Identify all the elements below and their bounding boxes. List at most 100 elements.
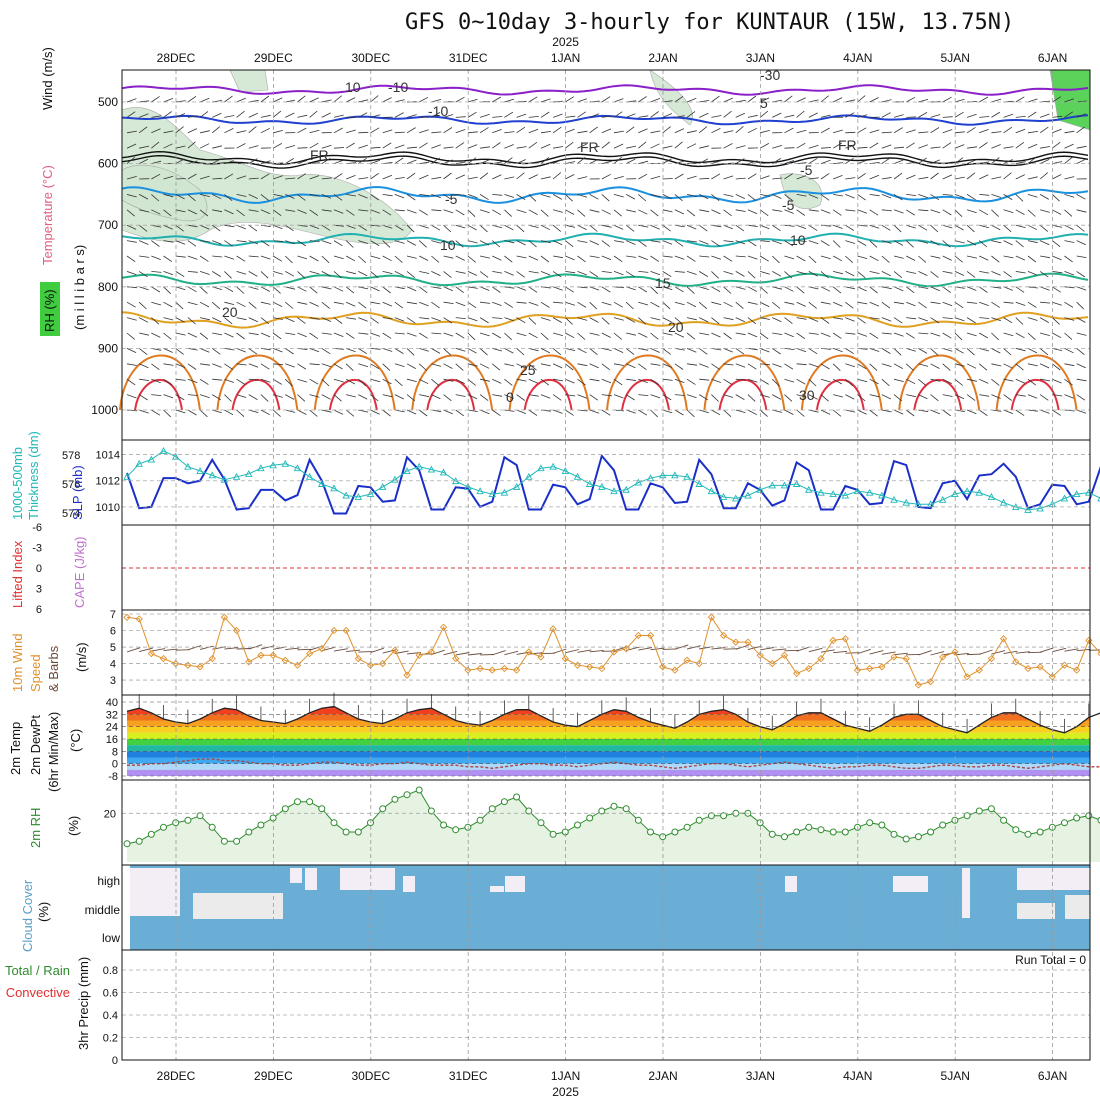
- upper-wind-barb: [480, 271, 488, 277]
- upper-wind-barb: [1052, 194, 1059, 201]
- upper-wind-barb: [833, 256, 842, 261]
- upper-wind-barb: [407, 318, 415, 324]
- wind-barb: [1064, 649, 1078, 651]
- upper-wind-barb: [1016, 116, 1026, 117]
- rh-point: [501, 799, 507, 805]
- upper-wind-barb: [724, 194, 734, 196]
- upper-wind-barb: [334, 160, 343, 163]
- upper-wind-barb: [577, 241, 587, 243]
- upper-wind-barb: [870, 302, 879, 306]
- upper-wind-barb: [687, 379, 695, 384]
- upper-wind-barb: [456, 410, 464, 416]
- upper-wind-barb: [821, 128, 830, 133]
- upper-wind-barb: [614, 364, 624, 366]
- upper-wind-barb: [870, 364, 877, 371]
- upper-wind-barb: [176, 348, 184, 354]
- upper-wind-barb: [675, 287, 684, 292]
- upper-wind-barb: [931, 410, 940, 414]
- upper-wind-barb: [151, 256, 160, 260]
- upper-wind-barb: [638, 256, 647, 260]
- cloud-gap: [355, 868, 395, 890]
- upper-wind-barb: [565, 287, 573, 292]
- upper-wind-barb: [821, 410, 830, 414]
- upper-wind-barb: [748, 364, 756, 369]
- precip-tick-label: 0.2: [103, 1033, 118, 1045]
- upper-wind-barb: [1028, 210, 1035, 217]
- upper-wind-barb: [1004, 302, 1014, 303]
- upper-wind-barb: [687, 210, 695, 216]
- upper-wind-barb: [285, 271, 294, 276]
- upper-wind-barb: [249, 348, 257, 354]
- upper-wind-barb: [858, 410, 867, 414]
- upper-wind-barb: [151, 364, 159, 370]
- upper-wind-barb: [979, 175, 988, 179]
- upper-wind-barb: [602, 256, 611, 260]
- upper-wind-barb: [894, 128, 903, 133]
- upper-wind-barb: [833, 395, 843, 397]
- upper-wind-barb: [894, 256, 904, 258]
- upper-wind-barb: [870, 143, 879, 148]
- upper-wind-barb: [237, 302, 246, 307]
- date-label-top: 30DEC: [351, 51, 390, 65]
- upper-wind-barb: [273, 256, 282, 261]
- upper-wind-barb: [748, 271, 755, 278]
- upper-wind-barb: [237, 241, 247, 242]
- upper-wind-barb: [1077, 333, 1087, 335]
- date-label-top: 31DEC: [449, 51, 488, 65]
- upper-wind-barb: [164, 379, 172, 385]
- upper-wind-barb: [541, 348, 550, 353]
- upper-wind-barb: [663, 225, 671, 231]
- upper-wind-barb: [967, 302, 977, 303]
- upper-wind-barb: [224, 116, 234, 118]
- upper-wind-barb: [736, 194, 745, 198]
- upper-wind-barb: [699, 178, 709, 179]
- cloud-gap: [290, 868, 302, 883]
- upper-wind-barb: [918, 318, 927, 321]
- upper-wind-barb: [748, 241, 756, 246]
- upper-wind-barb: [724, 225, 733, 229]
- upper-wind-barb: [870, 348, 880, 351]
- upper-wind-barb: [224, 410, 233, 415]
- upper-wind-barb: [444, 256, 454, 258]
- upper-wind-barb: [943, 256, 952, 260]
- upper-wind-barb: [517, 210, 527, 213]
- upper-wind-barb: [1016, 271, 1026, 273]
- upper-wind-barb: [273, 302, 282, 306]
- upper-wind-barb: [395, 302, 403, 308]
- wind-barb: [565, 650, 579, 653]
- upper-wind-barb: [845, 333, 855, 334]
- upper-wind-barb: [322, 113, 331, 118]
- upper-wind-barb: [444, 348, 451, 355]
- upper-wind-barb: [711, 128, 720, 132]
- upper-wind-barb: [346, 271, 356, 273]
- upper-wind-barb: [468, 145, 477, 149]
- upper-wind-barb: [127, 271, 136, 274]
- upper-wind-barb: [273, 98, 282, 102]
- upper-wind-barb: [638, 116, 648, 118]
- wind-tick-label: 3: [110, 675, 116, 687]
- upper-wind-barb: [407, 128, 416, 133]
- contour-label: -5: [445, 191, 458, 207]
- rh-point: [161, 824, 167, 830]
- wind-barb: [797, 647, 810, 651]
- upper-wind-barb: [1040, 147, 1050, 149]
- contour-label: 10: [345, 79, 361, 95]
- upper-wind-barb: [906, 395, 916, 397]
- upper-wind-barb: [456, 210, 465, 215]
- upper-wind-barb: [456, 364, 464, 371]
- upper-wind-barb: [504, 379, 512, 385]
- cloud-unit-label: (%): [36, 902, 51, 922]
- upper-wind-barb: [431, 348, 440, 353]
- upper-wind-barb: [955, 318, 965, 321]
- upper-wind-barb: [565, 129, 574, 133]
- rh-point: [842, 829, 848, 835]
- upper-wind-barb: [955, 379, 963, 385]
- upper-wind-barb: [858, 379, 868, 382]
- upper-wind-barb: [979, 287, 987, 293]
- upper-wind-barb: [517, 302, 527, 303]
- upper-wind-barb: [894, 287, 903, 291]
- rh-point: [988, 806, 994, 812]
- upper-wind-barb: [882, 225, 891, 230]
- rh2m-axis-label: 2m RH: [28, 808, 43, 848]
- upper-wind-barb: [1028, 318, 1038, 321]
